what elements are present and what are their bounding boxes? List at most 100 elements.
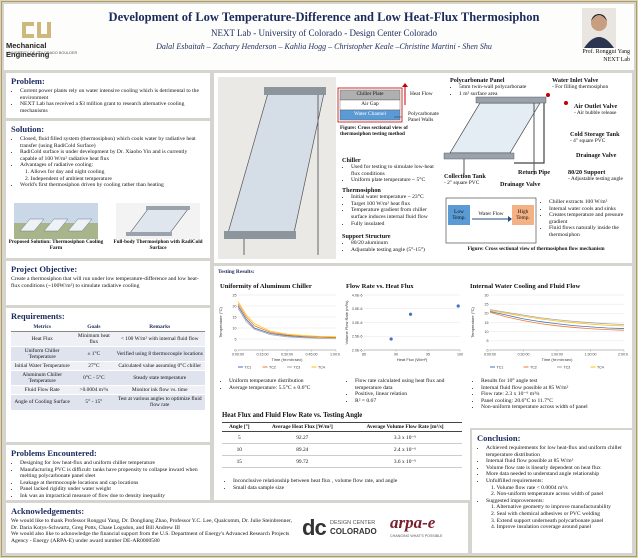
figure-caption: Full-body Thermosiphon with RadiCold Sur… xyxy=(113,239,203,251)
y-tick-label: 30 xyxy=(485,293,489,297)
table-cell: 15 xyxy=(222,455,257,469)
requirements-section: Requirements: Metrics Goals Remarks Heat Fl… xyxy=(6,308,210,442)
section-heading: Solution: xyxy=(11,124,45,134)
subtitle: NEXT Lab - University of Colorado - Desi… xyxy=(210,28,438,38)
y-tick-label: 5 xyxy=(487,339,489,343)
bullet-list: Designing for low heat-flux and uniform … xyxy=(11,460,205,500)
x-axis-title: Time (hr:min:sec) xyxy=(272,357,304,362)
list-item: RadiCold surface is under development by… xyxy=(20,149,205,162)
list-item: 5mm twin-wall polycarbonate xyxy=(459,84,540,91)
list-item: Initial water temperature ~ 23°C xyxy=(351,194,440,201)
column-header: Average Volume Flow Rate [m³/s] xyxy=(348,421,462,433)
bullet-list: Uniform temperature distributionAverage … xyxy=(220,378,340,391)
y-tick-label: 0 xyxy=(487,348,489,352)
part-note: - 2" square PVC xyxy=(444,180,480,187)
table-cell: 5° - 15° xyxy=(73,394,115,411)
design-drawing xyxy=(218,77,568,259)
chiller-block: Chiller Used for testing to simulate low… xyxy=(342,157,436,184)
section-heading: Acknowledgements: xyxy=(11,506,85,516)
advisor-photo xyxy=(582,8,616,48)
y-tick-label: 20 xyxy=(233,304,237,308)
table-row: Angle of Cooling Surface 5° - 15° Test at … xyxy=(11,394,205,411)
x-tick-label: 1:00:00 xyxy=(330,353,340,357)
list-item: Suggested improvements: xyxy=(486,498,627,505)
series-line xyxy=(489,311,625,329)
x-tick-label: 0:15:00 xyxy=(257,353,269,357)
table-row: 10 89.24 2.4 x 10⁻⁶ xyxy=(222,443,462,457)
scatter-point xyxy=(408,312,413,316)
column-header: Angle [°] xyxy=(222,421,257,433)
series-line xyxy=(489,310,625,327)
list-item: Inconclusive relationship between heat f… xyxy=(233,478,464,485)
bullet-list: 80/20 aluminumAdjustable testing angle (… xyxy=(342,240,440,253)
bullet-list: Results for 10° angle testInternal fluid… xyxy=(472,378,628,411)
chart: 2.0E-6 2.5E-6 3.0E-6 3.5E-6 4.0E-6 85 90 95 100 H… xyxy=(344,293,463,362)
list-item: Achieved requirements for low heat-flux … xyxy=(486,445,627,458)
x-tick-label: 0:00:00 xyxy=(484,353,496,357)
part-drain: Drainage Valve xyxy=(576,152,617,159)
sub-item: 4. Improve insulation coverage around pa… xyxy=(491,524,592,531)
list-item: Fully insulated xyxy=(351,221,440,228)
x-tick-label: 1:00:00 xyxy=(551,353,563,357)
x-axis-title: Time (hr:min:sec) xyxy=(542,357,574,362)
part-heading: Air Outlet Valve xyxy=(574,103,618,110)
legend-label: TC2 xyxy=(269,365,276,369)
part-panel: Polycarbonate Panel 5mm twin-wall polyca… xyxy=(450,77,540,97)
list-item: Advantages of radiative cooling: xyxy=(20,162,205,169)
list-item: Internal fluid flow possible at 85 W/m² xyxy=(486,458,627,465)
list-item: Results for 10° angle test xyxy=(481,378,628,385)
table-cell: Fluid Flow Rate xyxy=(11,385,74,396)
series-line xyxy=(489,311,625,331)
list-item: Chiller extracts 100 W/m² xyxy=(549,199,630,206)
part-drain: Drainage Valve xyxy=(500,181,541,188)
table-cell: 5 xyxy=(222,431,257,445)
sub-item: 2. Independent of ambient temperature xyxy=(25,175,112,182)
logo-text: Mechanical Engineering xyxy=(6,41,50,59)
list-item: Fluid flows naturally inside the thermos… xyxy=(549,225,630,238)
list-item: Temperature gradient from chiller surfac… xyxy=(351,207,440,220)
part-heading: Collection Tank xyxy=(444,173,486,180)
table-cell: Test at various angles to optimize fluid… xyxy=(114,394,205,411)
bullet-list: Suggested improvements: xyxy=(477,498,627,505)
section-heading: Problem: xyxy=(11,76,45,86)
list-item: Panel lacked rigidity under water weight xyxy=(20,486,205,493)
table-row: Aluminum Chiller Temperature 0°C - 5°C Ste… xyxy=(11,370,205,387)
objective-section: Project Objective: Create a thermosiphon… xyxy=(6,261,210,305)
legend-label: TC4 xyxy=(318,365,325,369)
column-header: Goals xyxy=(73,323,115,333)
label-walls: Polycarbonate Panel Walls xyxy=(408,111,439,124)
section-heading: Conclusion: xyxy=(477,433,521,443)
x-tick-label: 1:30:00 xyxy=(585,353,597,357)
list-item: Leakage at thermocouple locations and ca… xyxy=(20,480,205,487)
chart-title: Internal Water Cooling and Fluid Flow xyxy=(470,283,581,290)
table-row: 5 92.27 3.3 x 10⁻⁶ xyxy=(222,431,462,445)
y-tick-label: 10 xyxy=(233,326,237,330)
table-row: 15 99.72 3.6 x 10⁻⁶ xyxy=(222,455,462,469)
legend-label: TC1 xyxy=(245,365,252,369)
y-tick-label: 15 xyxy=(233,315,237,319)
section-heading: Problems Encountered: xyxy=(11,448,97,458)
y-tick-label: 15 xyxy=(485,321,489,325)
flow-water: Water Flow xyxy=(478,211,504,217)
figure-thermosiphon xyxy=(116,203,200,239)
column-header: Metrics xyxy=(11,323,74,333)
series-line xyxy=(489,309,625,325)
bullet-list: Current power plants rely on water inten… xyxy=(11,88,205,114)
ack-text: We would also like to acknowledge the fi… xyxy=(11,531,290,544)
table-row: Heat Flux Minimum heat flux < 100 W/m² wit… xyxy=(11,331,205,348)
list-item: Panel cooling: 20.6°C to 11.7°C xyxy=(481,398,628,405)
testing-section: Testing Results: Uniformity of Aluminum … xyxy=(214,266,632,500)
table-cell: 3.3 x 10⁻⁶ xyxy=(348,431,462,445)
column-header: Average Heat Flux [W/m²] xyxy=(256,421,349,433)
label-chiller-plate: Chiller Plate xyxy=(356,91,384,97)
bullet-list: Closed, fluid filled system (thermosipho… xyxy=(11,136,205,169)
table-cell: Calculated value assuming 0°C chiller xyxy=(114,361,205,372)
block-heading: Support Structure xyxy=(342,233,391,240)
logo-dcc: COLORADO xyxy=(330,527,377,536)
part-outlet: Air Outlet Valve - Air bubble release xyxy=(574,103,630,116)
y-tick-label: 3.5E-6 xyxy=(352,307,363,311)
y-tick-label: 5 xyxy=(235,337,237,341)
list-item: Adjustable testing angle (5°-15°) xyxy=(351,247,440,254)
part-return-pipe: Return Pipe xyxy=(518,169,551,176)
